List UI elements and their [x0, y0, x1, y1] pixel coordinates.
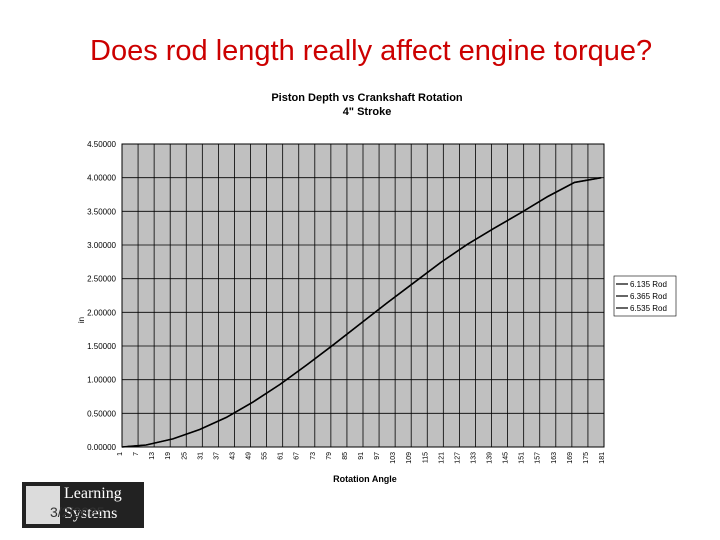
x-tick-label: 97 [374, 452, 381, 460]
legend-entry: 6.135 Rod [630, 280, 667, 289]
iq-logo-icon [26, 486, 60, 524]
x-tick-label: 1 [117, 452, 124, 456]
x-tick-label: 169 [567, 452, 574, 464]
x-axis-label: Rotation Angle [333, 474, 397, 484]
y-tick-label: 0.00000 [87, 443, 116, 452]
x-tick-label: 49 [246, 452, 253, 460]
x-tick-label: 13 [149, 452, 156, 460]
chart-title: Piston Depth vs Crankshaft Rotation 4" S… [262, 91, 472, 119]
x-tick-label: 31 [197, 452, 204, 460]
x-tick-label: 19 [165, 452, 172, 460]
chart-subtitle: 4" Stroke [342, 106, 392, 118]
x-tick-label: 79 [326, 452, 333, 460]
x-tick-label: 37 [213, 452, 220, 460]
iq-learning-systems-logo: Learning Systems [22, 482, 144, 528]
y-tick-label: 1.50000 [87, 342, 116, 351]
x-tick-label: 121 [438, 452, 445, 464]
x-tick-label: 151 [519, 452, 526, 464]
x-tick-label: 103 [390, 452, 397, 464]
x-tick-label: 175 [583, 452, 590, 464]
x-tick-label: 133 [470, 452, 477, 464]
y-tick-label: 3.00000 [87, 241, 116, 250]
y-tick-label: 4.50000 [87, 140, 116, 149]
x-tick-label: 7 [133, 452, 140, 456]
x-tick-label: 109 [406, 452, 413, 464]
x-tick-label: 55 [262, 452, 269, 460]
slide-title: Does rod length really affect engine tor… [90, 35, 653, 67]
x-tick-label: 163 [551, 452, 558, 464]
x-tick-label: 181 [599, 452, 606, 464]
x-tick-label: 127 [454, 452, 461, 464]
x-tick-label: 91 [358, 452, 365, 460]
x-tick-label: 25 [181, 452, 188, 460]
legend-entry: 6.365 Rod [630, 292, 667, 301]
chart-title-main: Piston Depth vs Crankshaft Rotation [271, 92, 463, 104]
x-tick-label: 67 [294, 452, 301, 460]
x-tick-label: 139 [487, 452, 494, 464]
x-tick-label: 73 [310, 452, 317, 460]
x-tick-label: 115 [422, 452, 429, 463]
y-tick-label: 2.00000 [87, 308, 116, 317]
y-tick-label: 4.00000 [87, 174, 116, 183]
x-tick-label: 157 [535, 452, 542, 464]
series-line [121, 177, 602, 448]
logo-text-systems: Systems [64, 505, 118, 522]
x-tick-label: 145 [503, 452, 510, 464]
x-tick-label: 43 [229, 452, 236, 460]
y-tick-label: 0.50000 [87, 409, 116, 418]
x-tick-label: 85 [342, 452, 349, 460]
y-tick-label: 2.50000 [87, 275, 116, 284]
legend-entry: 6.535 Rod [630, 304, 667, 313]
y-tick-label: 1.00000 [87, 376, 116, 385]
date-stamp: 3/2/2025 [50, 504, 105, 520]
x-tick-label: 61 [278, 452, 285, 460]
y-axis-label: in [77, 317, 86, 323]
logo-text-learning: Learning [64, 485, 122, 502]
y-tick-label: 3.50000 [87, 207, 116, 216]
